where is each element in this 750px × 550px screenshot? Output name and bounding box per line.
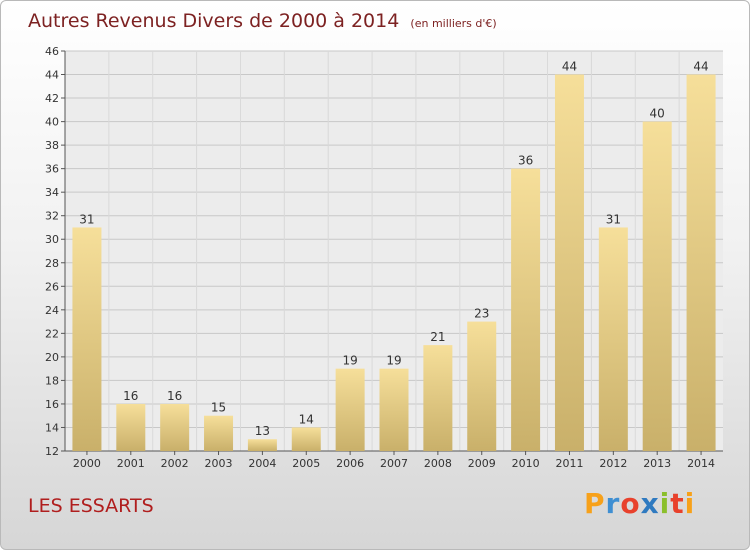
y-tick-label: 26 — [45, 280, 59, 293]
bar-value-label: 19 — [386, 354, 401, 368]
x-tick-label: 2002 — [161, 457, 189, 470]
brand-letter: x — [640, 487, 660, 520]
x-tick-label: 2010 — [512, 457, 540, 470]
y-tick-label: 30 — [45, 233, 59, 246]
brand-logo: Proxiti — [584, 487, 695, 520]
y-tick-label: 28 — [45, 257, 59, 270]
bar — [160, 403, 190, 451]
y-tick-label: 18 — [45, 374, 59, 387]
y-tick-label: 20 — [45, 351, 59, 364]
brand-letter: P — [584, 487, 606, 520]
bar — [686, 74, 716, 451]
bar — [291, 427, 321, 451]
brand-letter: i — [659, 487, 671, 520]
y-tick-label: 46 — [45, 45, 59, 58]
bar-value-label: 31 — [606, 212, 621, 226]
x-tick-label: 2003 — [205, 457, 233, 470]
bar-value-label: 15 — [211, 401, 226, 415]
x-tick-label: 2007 — [380, 457, 408, 470]
x-tick-label: 2012 — [599, 457, 627, 470]
y-tick-label: 32 — [45, 210, 59, 223]
bar-value-label: 40 — [650, 107, 665, 121]
y-tick-label: 40 — [45, 116, 59, 129]
bar-value-label: 16 — [123, 389, 138, 403]
x-tick-label: 2008 — [424, 457, 452, 470]
y-tick-label: 12 — [45, 445, 59, 458]
bar — [423, 345, 453, 451]
bar — [247, 439, 277, 451]
bar-value-label: 36 — [518, 154, 533, 168]
bar — [335, 368, 365, 451]
brand-letter: i — [684, 487, 696, 520]
bar-value-label: 21 — [430, 330, 445, 344]
bar-value-label: 14 — [299, 412, 314, 426]
bar-value-label: 44 — [693, 60, 708, 74]
bar-value-label: 44 — [562, 60, 577, 74]
brand-letter: r — [605, 487, 621, 520]
x-tick-label: 2006 — [336, 457, 364, 470]
y-tick-label: 38 — [45, 139, 59, 152]
y-tick-label: 14 — [45, 421, 59, 434]
y-tick-label: 42 — [45, 92, 59, 105]
brand-letter: t — [670, 487, 685, 520]
bar — [116, 403, 146, 451]
y-tick-label: 36 — [45, 163, 59, 176]
x-tick-label: 2001 — [117, 457, 145, 470]
bar — [598, 227, 628, 451]
y-tick-label: 44 — [45, 69, 59, 82]
bar — [511, 168, 541, 451]
bar — [642, 121, 672, 452]
y-tick-label: 34 — [45, 186, 59, 199]
y-tick-label: 16 — [45, 398, 59, 411]
brand-letter: o — [620, 487, 641, 520]
y-tick-label: 24 — [45, 304, 59, 317]
x-tick-label: 2004 — [248, 457, 276, 470]
bar-value-label: 31 — [79, 212, 94, 226]
x-tick-label: 2000 — [73, 457, 101, 470]
bar-value-label: 16 — [167, 389, 182, 403]
x-tick-label: 2009 — [468, 457, 496, 470]
chart-title-block: Autres Revenus Divers de 2000 à 2014 (en… — [28, 10, 497, 32]
x-tick-label: 2014 — [687, 457, 715, 470]
x-tick-label: 2011 — [555, 457, 583, 470]
x-tick-label: 2013 — [643, 457, 671, 470]
bar-value-label: 23 — [474, 307, 489, 321]
bar — [467, 321, 497, 451]
bar-value-label: 19 — [342, 354, 357, 368]
chart-subtitle: (en milliers d'€) — [410, 17, 497, 30]
bar — [72, 227, 102, 451]
bar — [204, 415, 234, 451]
bar — [379, 368, 409, 451]
x-tick-label: 2005 — [292, 457, 320, 470]
town-name: LES ESSARTS — [28, 495, 154, 517]
chart-title: Autres Revenus Divers de 2000 à 2014 — [28, 10, 400, 32]
y-tick-label: 22 — [45, 327, 59, 340]
bar-value-label: 13 — [255, 424, 270, 438]
bar — [554, 74, 584, 451]
